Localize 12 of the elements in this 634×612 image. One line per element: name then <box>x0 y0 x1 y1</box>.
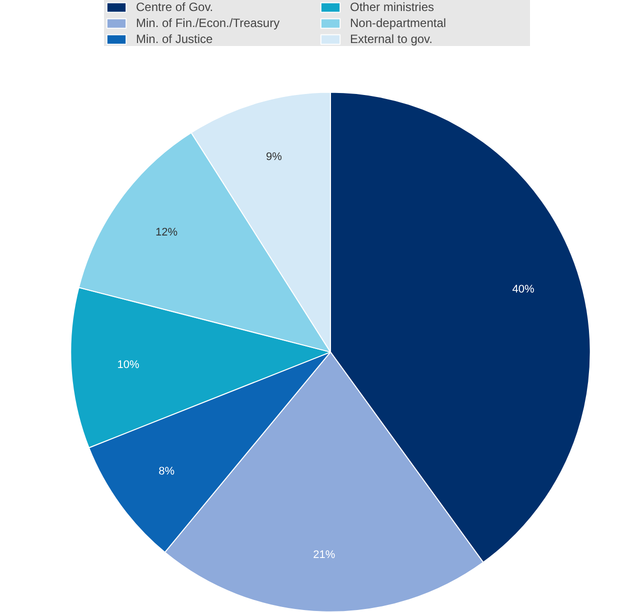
legend-label: External to gov. <box>350 32 434 46</box>
data-label: 10% <box>117 358 140 371</box>
data-label: 40% <box>512 283 534 296</box>
legend-label: Min. of Fin./Econ./Treasury <box>136 16 281 30</box>
legend-label: Centre of Gov. <box>136 0 214 14</box>
data-label: 9% <box>266 151 282 164</box>
data-label: 21% <box>313 549 336 562</box>
data-label: 12% <box>156 226 178 239</box>
legend-label: Other ministries <box>350 0 436 14</box>
legend-label: Non-departmental <box>350 16 448 30</box>
legend-label: Min. of Justice <box>136 32 214 46</box>
data-label: 8% <box>158 465 175 478</box>
